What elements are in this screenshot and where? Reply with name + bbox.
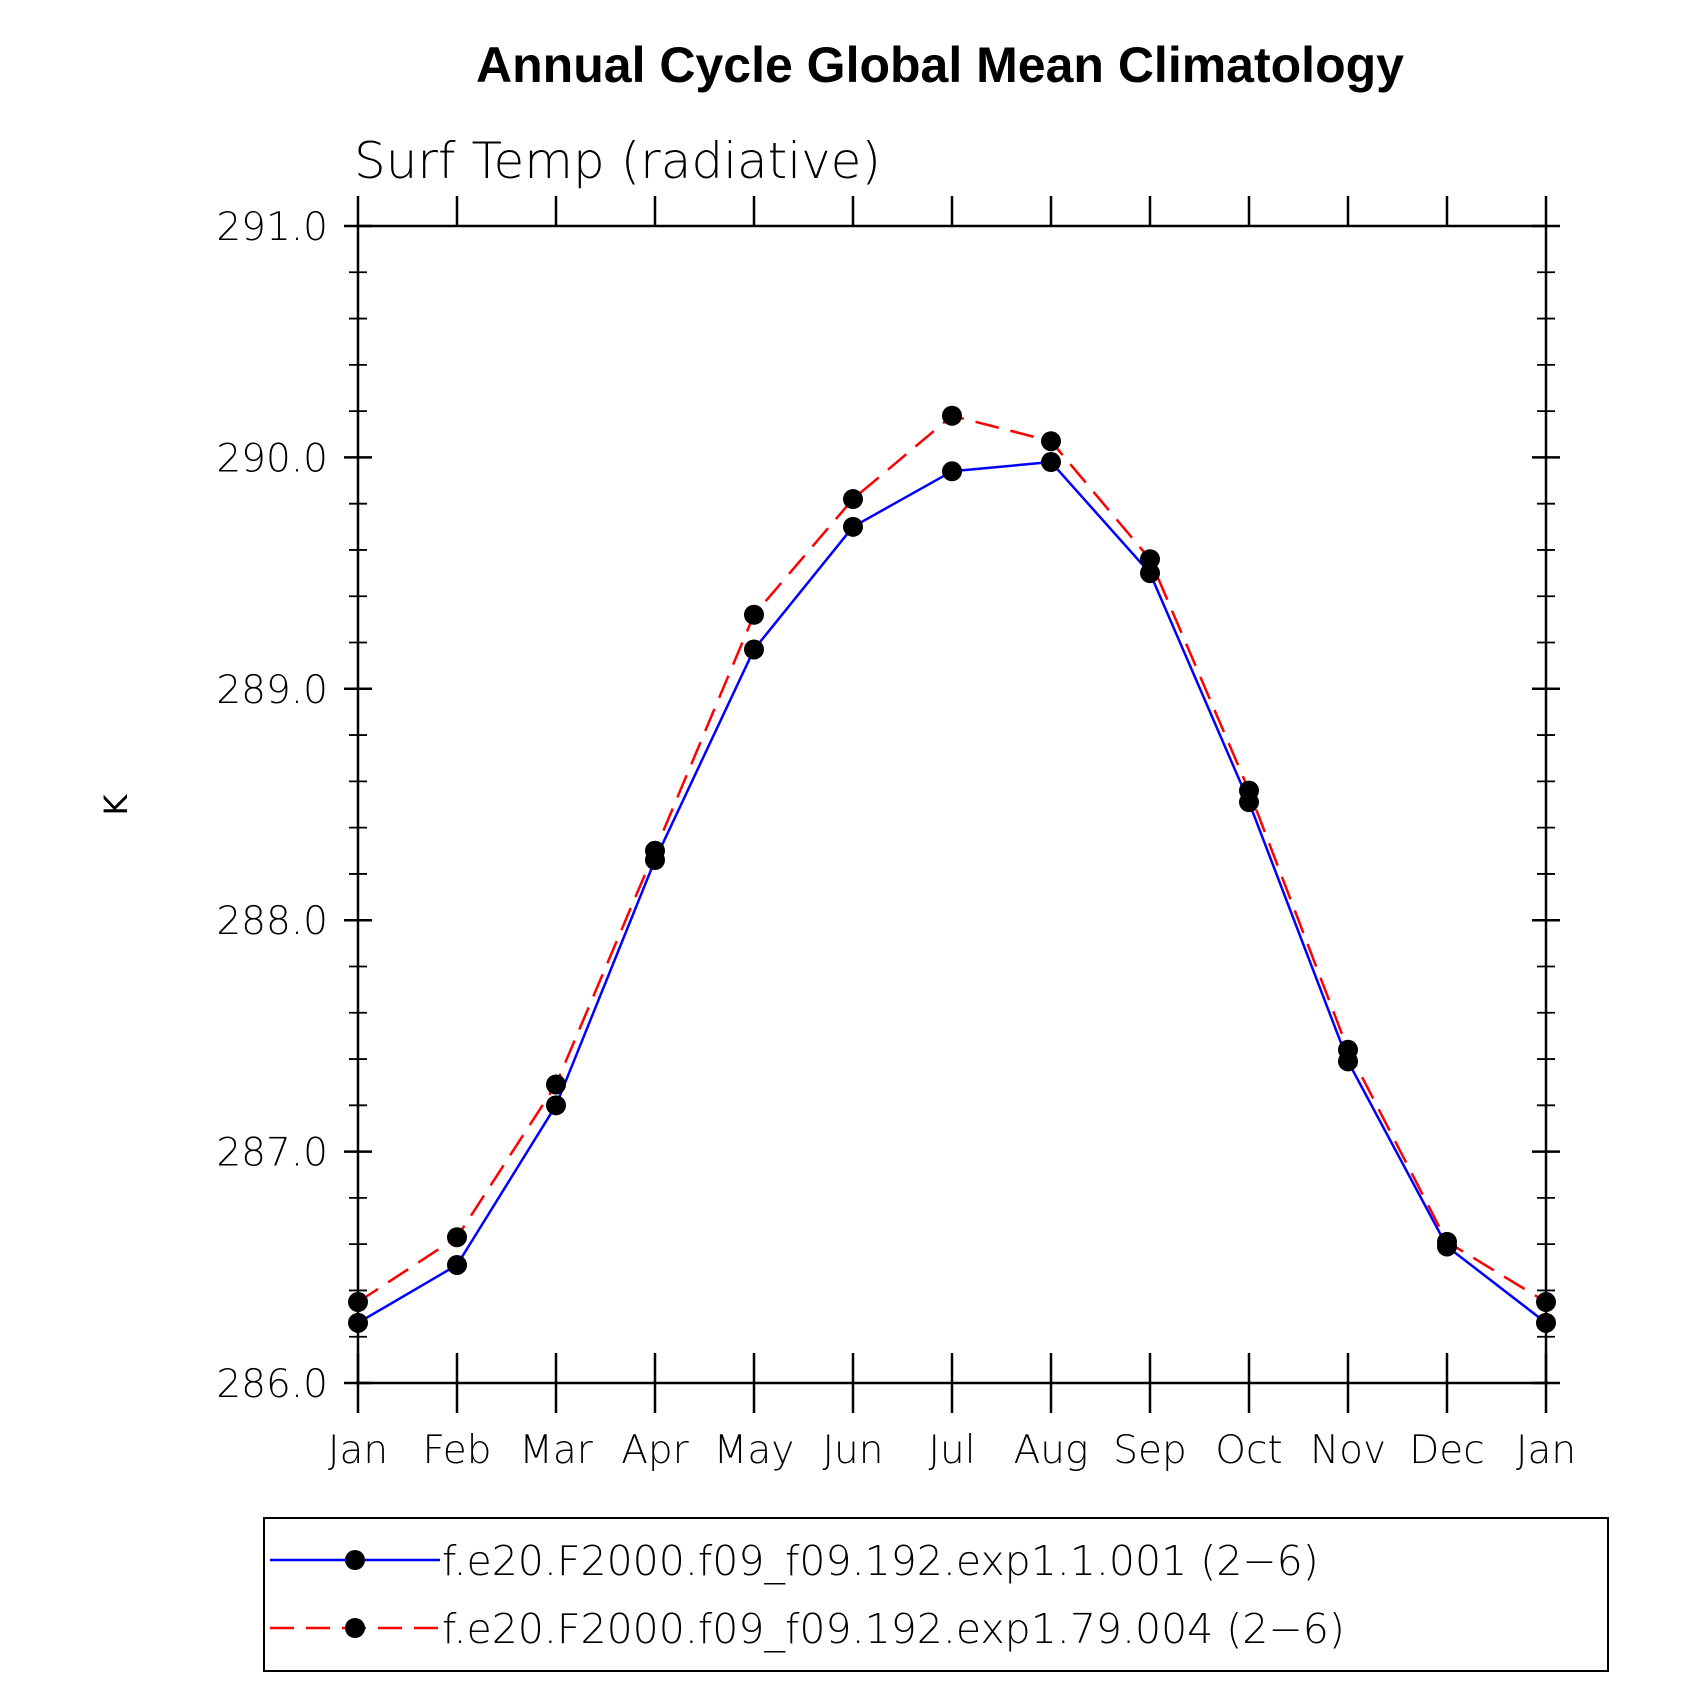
y-tick-label: 291.0	[216, 205, 328, 250]
x-tick-label: Jun	[823, 1428, 884, 1473]
y-tick-label: 288.0	[216, 899, 328, 944]
plot-series	[348, 405, 1556, 1333]
x-tick-label: Mar	[519, 1428, 593, 1473]
y-tick-label: 287.0	[216, 1131, 328, 1176]
x-tick-label: Nov	[1310, 1428, 1386, 1473]
y-axis-label: K	[97, 793, 135, 815]
x-tick-label: May	[714, 1428, 795, 1473]
chart-title: Annual Cycle Global Mean Climatology	[476, 37, 1404, 93]
x-tick-label: Jan	[328, 1428, 388, 1473]
legend-label-2: f.e20.F2000.f09_f09.192.exp1.79.004 (2−6…	[442, 1605, 1345, 1653]
legend-marker-1	[345, 1550, 365, 1570]
legend: f.e20.F2000.f09_f09.192.exp1.1.001 (2−6)…	[263, 1517, 1609, 1672]
series-1-point	[942, 461, 962, 482]
series-2-point	[1041, 431, 1061, 452]
legend-marker-2	[345, 1618, 365, 1638]
x-tick-label: Aug	[1014, 1428, 1089, 1473]
series-line-2	[357, 414, 1547, 1304]
series-2-point	[1437, 1231, 1457, 1252]
chart-subtitle: Surf Temp (radiative)	[354, 132, 881, 190]
x-tick-label: Sep	[1113, 1428, 1187, 1473]
series-1-point	[1041, 452, 1061, 473]
x-tick-label: Oct	[1215, 1428, 1282, 1473]
series-2-point	[843, 489, 863, 510]
x-tick-label: Jul	[928, 1428, 975, 1473]
x-tick-label: Feb	[422, 1428, 491, 1473]
series-line-1	[357, 460, 1547, 1324]
series-2-point	[348, 1292, 368, 1313]
series-1-point	[1536, 1312, 1556, 1333]
y-tick-label: 290.0	[216, 436, 328, 481]
plot-frame	[356, 224, 1548, 1385]
y-tick-label: 286.0	[216, 1362, 328, 1407]
series-2-point	[942, 405, 962, 426]
series-1-point	[744, 639, 764, 660]
series-2-point	[1536, 1292, 1556, 1313]
x-tick-label: Dec	[1409, 1428, 1484, 1473]
axes: 286.0 287.0 288.0 289.0 290.0 291.0 Jan Feb Mar A…	[216, 196, 1576, 1473]
series-1-point	[843, 516, 863, 537]
series-2-point	[1140, 549, 1160, 570]
series-1-point	[348, 1312, 368, 1333]
series-2-point	[645, 840, 665, 861]
series-1-point	[1140, 563, 1160, 584]
series-2-point	[546, 1074, 566, 1095]
series-2-point	[447, 1227, 467, 1248]
series-2-point	[1239, 780, 1259, 801]
y-tick-label: 289.0	[216, 668, 328, 713]
series-2-point	[744, 604, 764, 625]
x-tick-label: Apr	[621, 1428, 688, 1473]
series-2-point	[1338, 1039, 1358, 1060]
legend-label-1: f.e20.F2000.f09_f09.192.exp1.1.001 (2−6)	[442, 1537, 1319, 1585]
legend-box	[263, 1517, 1609, 1672]
x-tick-label: Jan	[1516, 1428, 1576, 1473]
series-1-point	[546, 1095, 566, 1116]
series-1-point	[447, 1254, 467, 1275]
